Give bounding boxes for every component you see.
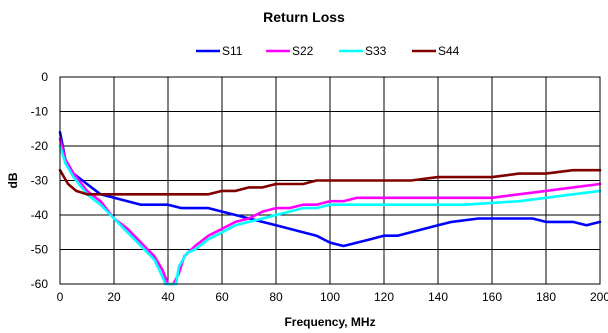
series-line-s11 <box>58 130 602 248</box>
legend-item-s22: S22 <box>266 44 314 58</box>
y-tick-label: -50 <box>31 243 49 257</box>
legend: S11 S22 S33 S44 <box>196 44 460 58</box>
legend-item-s33: S33 <box>339 44 387 58</box>
y-tick-label: -30 <box>31 174 49 188</box>
x-tick-label: 80 <box>269 290 283 304</box>
legend-label: S33 <box>365 44 387 58</box>
x-tick-label: 60 <box>215 290 229 304</box>
x-tick-label: 120 <box>374 290 394 304</box>
y-tick-label: 0 <box>41 70 48 84</box>
legend-label: S44 <box>438 44 460 58</box>
legend-label: S22 <box>292 44 314 58</box>
x-tick-label: 20 <box>107 290 121 304</box>
x-tick-label: 40 <box>161 290 175 304</box>
legend-item-s44: S44 <box>412 44 460 58</box>
series-line-s44 <box>58 168 602 196</box>
x-tick-label: 200 <box>590 290 608 304</box>
x-tick-label: 160 <box>482 290 502 304</box>
x-tick-label: 180 <box>536 290 556 304</box>
series-layer <box>58 130 602 286</box>
y-axis-title: dB <box>6 172 20 188</box>
plot-area-frame <box>59 76 601 285</box>
y-tick-label: -10 <box>31 105 49 119</box>
legend-label: S11 <box>222 44 243 58</box>
x-axis-title: Frequency, MHz <box>284 315 375 329</box>
legend-item-s11: S11 <box>196 44 243 58</box>
y-tick-label: -20 <box>31 139 49 153</box>
y-tick-label: -60 <box>31 277 49 291</box>
series-line-s33 <box>58 144 602 286</box>
chart-title: Return Loss <box>263 9 345 25</box>
tick-labels: 0 20 40 60 80 100 120 140 160 180 200 0 -10 -20 -30 -40… <box>31 70 608 304</box>
x-tick-label: 0 <box>57 290 64 304</box>
x-tick-label: 140 <box>428 290 448 304</box>
x-tick-label: 100 <box>320 290 340 304</box>
y-tick-label: -40 <box>31 208 49 222</box>
